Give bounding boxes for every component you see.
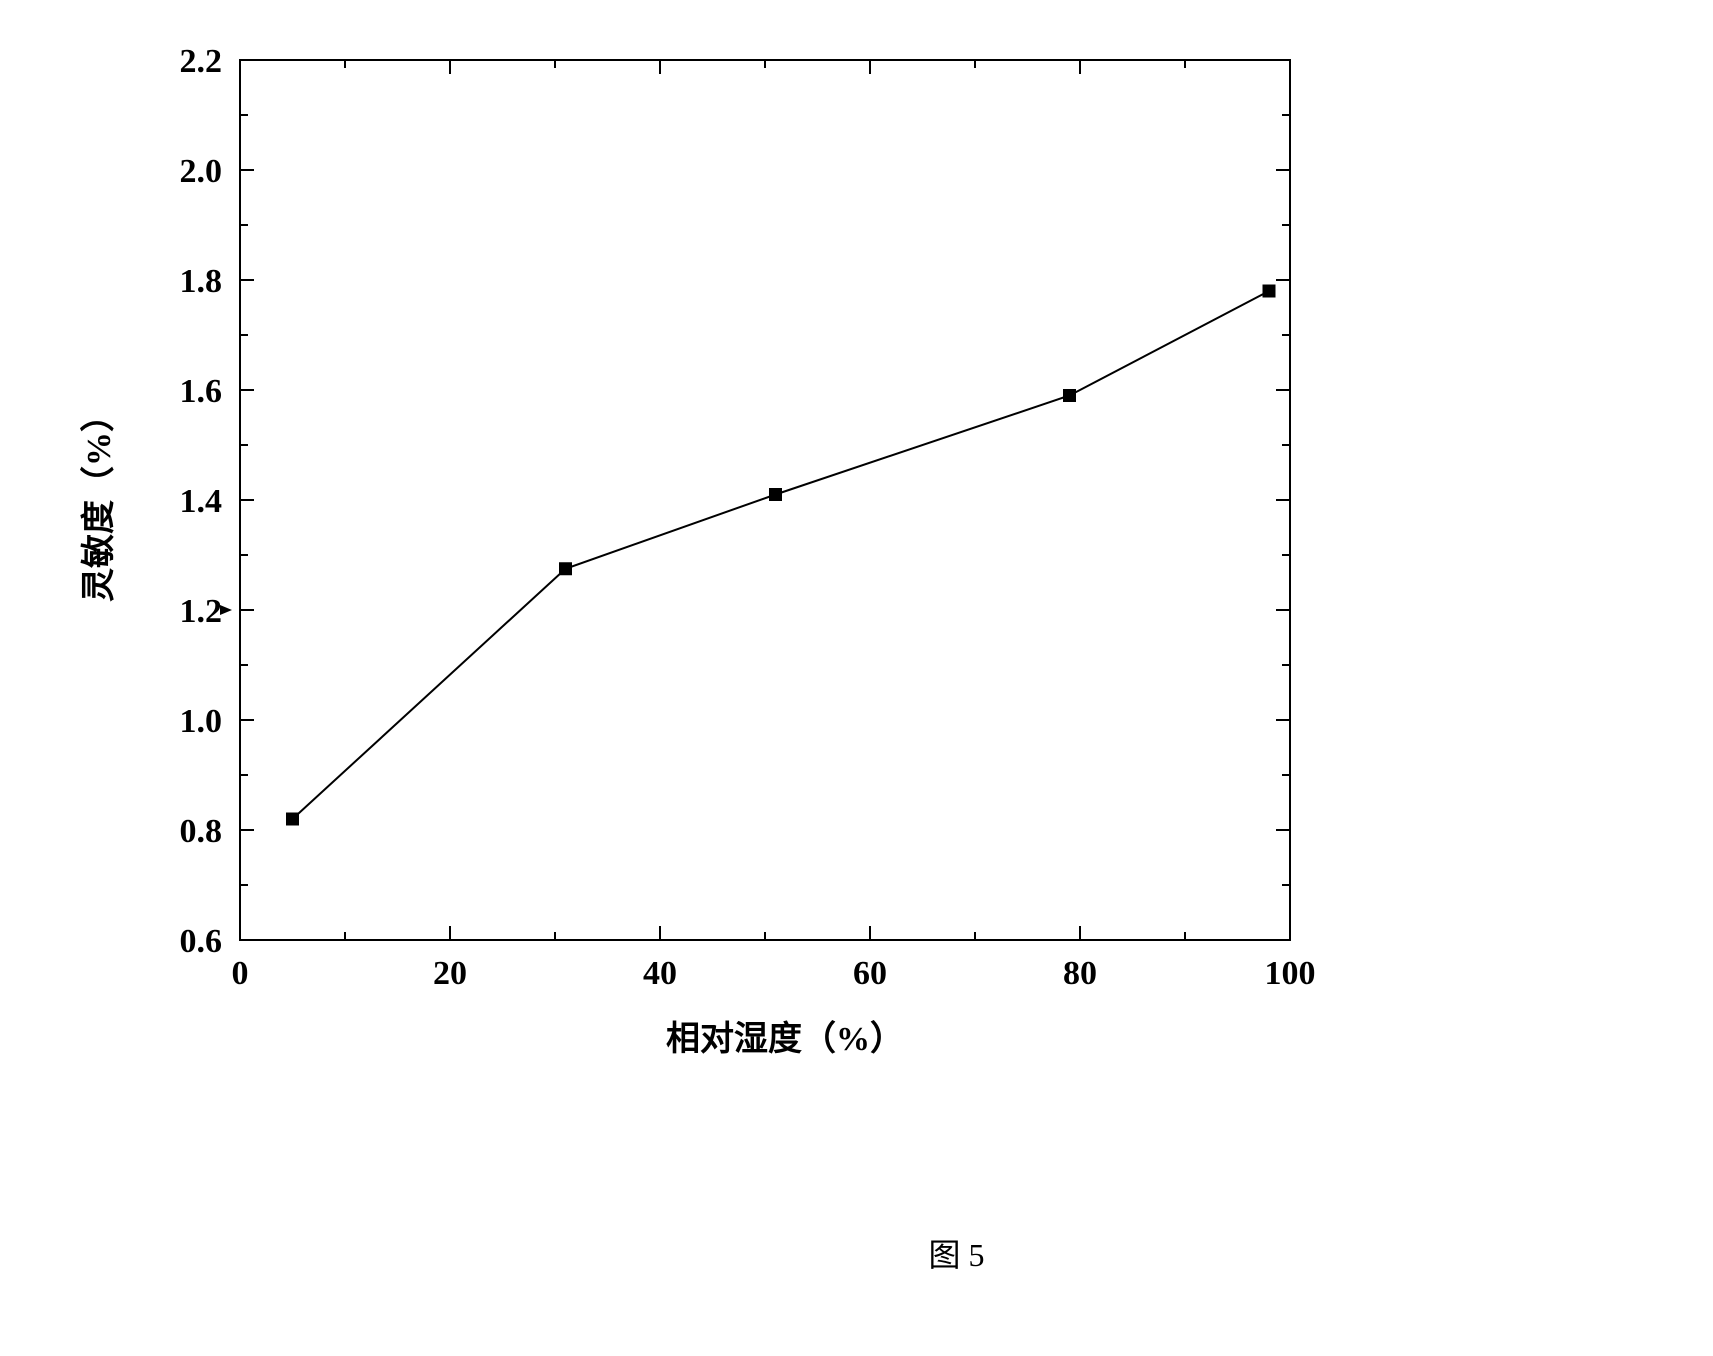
chart-svg: 0 20 40 60 80 100 0.6 0.8 1.0 1.2 1.4 1.6 1.8 2.0 2.2 相… — [40, 40, 1340, 1140]
svg-text:1.6: 1.6 — [180, 373, 223, 410]
svg-text:40: 40 — [643, 955, 677, 992]
svg-text:20: 20 — [433, 955, 467, 992]
svg-text:灵敏度（%）: 灵敏度（%） — [79, 398, 118, 602]
svg-text:0.6: 0.6 — [180, 923, 223, 960]
svg-text:1.4: 1.4 — [180, 483, 223, 520]
svg-text:80: 80 — [1063, 955, 1097, 992]
chart-container: 0 20 40 60 80 100 0.6 0.8 1.0 1.2 1.4 1.6 1.8 2.0 2.2 相… — [40, 40, 1340, 1140]
svg-text:相对湿度（%）: 相对湿度（%） — [666, 1019, 904, 1058]
figure-caption: 图 5 — [240, 1230, 1673, 1276]
svg-text:1.2: 1.2 — [180, 593, 223, 630]
svg-text:1.8: 1.8 — [180, 263, 223, 300]
svg-text:0: 0 — [232, 955, 249, 992]
svg-text:100: 100 — [1265, 955, 1316, 992]
svg-text:60: 60 — [853, 955, 887, 992]
svg-text:0.8: 0.8 — [180, 813, 223, 850]
svg-text:2.2: 2.2 — [180, 43, 223, 80]
svg-text:1.0: 1.0 — [180, 703, 223, 740]
svg-text:2.0: 2.0 — [180, 153, 223, 190]
